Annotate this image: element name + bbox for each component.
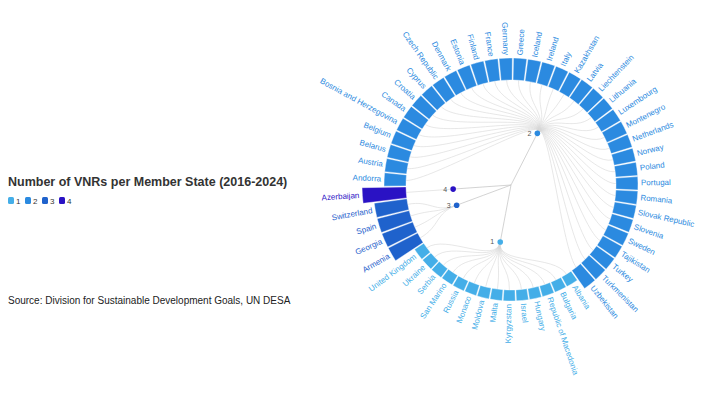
category-labels: AndorraAustriaBelarusBelgiumBosnia and H… xyxy=(319,22,696,377)
tree-link xyxy=(537,131,593,250)
category-label: Greece xyxy=(515,28,526,55)
tree-links xyxy=(406,80,616,290)
tree-link xyxy=(495,81,539,133)
bar xyxy=(362,187,407,203)
tree-link xyxy=(407,129,538,169)
category-label: Kyrgyzstan xyxy=(504,304,514,344)
tree-nodes: 1 2 3 4 xyxy=(443,130,540,246)
tree-link xyxy=(499,242,509,290)
tree-link xyxy=(500,242,566,274)
node-label: 1 xyxy=(490,238,494,245)
bar xyxy=(490,288,503,300)
node-label: 2 xyxy=(527,130,531,137)
category-label: Iceland xyxy=(530,31,544,58)
legend-label: 4 xyxy=(67,197,72,206)
bar xyxy=(477,285,491,298)
category-label: Netherlands xyxy=(631,120,675,143)
tree-link xyxy=(427,242,500,251)
category-label: Norway xyxy=(636,143,664,158)
legend-swatch xyxy=(42,197,48,204)
category-label: Estonia xyxy=(448,38,467,67)
category-label: Austria xyxy=(357,156,384,169)
category-label: Slovenia xyxy=(633,222,665,241)
category-label: Poland xyxy=(639,160,665,172)
tree-node xyxy=(497,239,503,245)
category-label: Hungary xyxy=(532,300,547,331)
category-label: Israel xyxy=(519,303,530,324)
category-label: Czech Republic xyxy=(401,30,441,81)
tree-link xyxy=(530,82,540,134)
bar xyxy=(374,199,409,218)
bar xyxy=(516,289,529,301)
category-label: Switzerland xyxy=(331,206,373,222)
category-label: Monaco xyxy=(455,294,474,324)
tree-link xyxy=(472,88,539,134)
bar xyxy=(528,286,542,299)
tree-link xyxy=(463,242,500,279)
category-label: Belgium xyxy=(362,121,392,140)
tree-link xyxy=(537,131,600,241)
bar xyxy=(499,58,512,80)
bar xyxy=(611,148,635,165)
legend-swatch xyxy=(59,197,65,204)
category-label: Moldova xyxy=(470,299,486,331)
category-label: Armenia xyxy=(361,251,392,274)
category-label: Portugal xyxy=(641,178,671,187)
tree-link xyxy=(461,93,539,134)
category-label: France xyxy=(483,31,496,58)
tree-node xyxy=(450,186,456,192)
bars xyxy=(362,58,638,301)
tree-link xyxy=(519,80,540,133)
bar xyxy=(615,190,638,204)
legend-label: 2 xyxy=(33,197,38,206)
legend-label: 3 xyxy=(50,197,55,206)
category-label: Spain xyxy=(355,222,377,237)
tree-link xyxy=(425,124,538,133)
tree-node xyxy=(454,202,460,208)
category-label: Uzbekistan xyxy=(589,284,621,321)
title: Number of VNRs per Member State (2016-20… xyxy=(8,175,287,189)
category-label: Ireland xyxy=(545,36,561,62)
legend-swatch xyxy=(25,197,31,204)
category-label: Malta xyxy=(488,302,500,323)
bar xyxy=(503,290,515,301)
bar xyxy=(384,173,406,186)
tree-link xyxy=(500,242,533,288)
node-label: 4 xyxy=(443,186,447,193)
legend: 1 2 3 4 xyxy=(8,197,72,206)
category-label: Germany xyxy=(500,22,510,55)
legend-swatch xyxy=(8,197,14,204)
legend-label: 1 xyxy=(16,197,21,206)
category-label: Georgia xyxy=(354,237,384,257)
category-label: Finland xyxy=(465,33,481,61)
category-label: Belarus xyxy=(359,138,388,154)
tree-link xyxy=(537,131,605,230)
tree-link xyxy=(500,242,522,289)
category-label: Romania xyxy=(640,193,673,205)
category-label: Andorra xyxy=(353,173,382,183)
tree-link xyxy=(500,185,511,242)
source: Source: Division for Sustainable Develop… xyxy=(8,295,291,306)
tree-link xyxy=(537,130,610,219)
category-label: Azerbaijan xyxy=(321,191,359,203)
tree-node xyxy=(535,131,541,137)
tree-link xyxy=(537,128,613,160)
tree-link xyxy=(507,80,540,133)
bar xyxy=(616,177,638,190)
chart: Number of VNRs per Member State (2016-20… xyxy=(0,0,717,407)
tree-link xyxy=(453,185,511,189)
bar xyxy=(485,59,500,83)
tree-link xyxy=(500,242,545,284)
tree-link xyxy=(406,129,538,180)
tree-link xyxy=(537,131,585,259)
category-label: Republic of Macedonia xyxy=(545,296,580,376)
bar xyxy=(540,283,555,297)
node-label: 3 xyxy=(447,202,451,209)
bar xyxy=(513,58,527,81)
tree-link xyxy=(537,117,591,133)
tree-link xyxy=(511,133,537,185)
bar xyxy=(614,162,637,177)
category-label: Italy xyxy=(559,51,573,68)
tree-link xyxy=(537,131,576,267)
